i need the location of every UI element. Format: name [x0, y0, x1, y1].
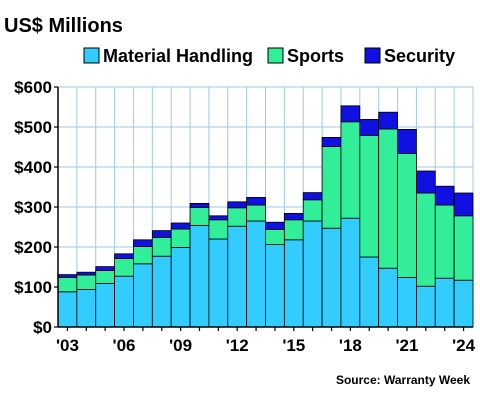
bar-sports-2012 — [227, 207, 248, 227]
x-tick-label: '24 — [452, 336, 475, 355]
bar-material-handling-2004 — [76, 288, 97, 328]
bar-security-2017 — [321, 136, 342, 147]
x-tick-label: '03 — [56, 336, 79, 355]
x-tick-label: '15 — [282, 336, 305, 355]
bar-material-handling-2020 — [378, 267, 398, 328]
legend-swatch-security — [364, 47, 381, 64]
bar-material-handling-2009 — [170, 246, 191, 328]
bar-material-handling-2010 — [189, 224, 210, 328]
y-tick-label: $100 — [14, 278, 52, 297]
bar-material-handling-2012 — [227, 225, 248, 328]
bar-security-2011 — [208, 215, 229, 221]
bar-material-handling-2005 — [95, 282, 115, 328]
bar-security-2009 — [170, 222, 191, 230]
y-axis-ticks: $0 $100 $200 $300 $400 $500 $600 — [14, 78, 58, 337]
y-tick-label: $500 — [14, 118, 52, 137]
bar-security-2019 — [359, 119, 380, 136]
bar-material-handling-2013 — [246, 220, 266, 328]
bar-security-2015 — [283, 212, 304, 221]
bar-sports-2022 — [416, 192, 436, 287]
legend-swatch-material-handling — [83, 47, 100, 64]
bar-sports-2020 — [378, 128, 398, 269]
bar-sports-2011 — [208, 219, 229, 240]
bar-material-handling-2016 — [302, 220, 323, 328]
bar-sports-2006 — [114, 258, 134, 277]
bar-sports-2021 — [397, 152, 417, 278]
bar-sports-2024 — [453, 215, 474, 281]
bar-security-2021 — [397, 128, 417, 154]
bar-security-2020 — [378, 111, 398, 130]
chart-title: US$ Millions — [4, 15, 123, 37]
bar-security-2024 — [453, 192, 474, 217]
bar-security-2014 — [265, 221, 285, 230]
legend: Material Handling Sports Security — [83, 46, 455, 66]
legend-swatch-sports — [267, 47, 284, 64]
y-tick-label: $400 — [14, 158, 52, 177]
bar-security-2023 — [434, 185, 455, 206]
bar-security-2013 — [246, 196, 266, 206]
bar-security-2016 — [302, 192, 323, 201]
bar-material-handling-2024 — [453, 279, 474, 328]
bar-security-2008 — [151, 230, 172, 238]
bar-security-2022 — [416, 170, 436, 194]
bar-sports-2016 — [302, 199, 323, 222]
bar-sports-2008 — [151, 236, 172, 257]
x-tick-label: '18 — [339, 336, 362, 355]
bar-security-2012 — [227, 201, 248, 209]
y-tick-label: $600 — [14, 78, 52, 97]
legend-label-material-handling: Material Handling — [103, 46, 253, 66]
bar-security-2006 — [114, 253, 134, 260]
bar-sports-2019 — [359, 134, 380, 258]
y-tick-label: $300 — [14, 198, 52, 217]
bar-security-2018 — [340, 105, 361, 123]
bar-security-2005 — [95, 266, 115, 272]
bar-sports-2013 — [246, 204, 266, 222]
y-tick-label: $0 — [33, 318, 52, 337]
bar-sports-2014 — [265, 228, 285, 245]
bar-material-handling-2019 — [359, 256, 380, 328]
bar-sports-2004 — [76, 274, 97, 290]
x-tick-label: '21 — [396, 336, 419, 355]
bar-material-handling-2015 — [283, 239, 304, 328]
bar-material-handling-2018 — [340, 217, 361, 328]
legend-label-sports: Sports — [287, 46, 344, 66]
bar-material-handling-2006 — [114, 275, 134, 328]
bar-sports-2007 — [133, 246, 153, 265]
legend-label-security: Security — [384, 46, 455, 66]
bar-sports-2009 — [170, 228, 191, 248]
bar-sports-2017 — [321, 146, 342, 229]
bar-sports-2023 — [434, 204, 455, 279]
bar-sports-2018 — [340, 121, 361, 219]
bar-material-handling-2021 — [397, 276, 417, 328]
bar-material-handling-2007 — [133, 263, 153, 328]
bar-material-handling-2008 — [151, 255, 172, 328]
source-note: Source: Warranty Week — [336, 373, 470, 387]
bar-sports-2015 — [283, 219, 304, 241]
bar-material-handling-2023 — [434, 277, 455, 328]
bar-material-handling-2014 — [265, 244, 285, 328]
bar-material-handling-2022 — [416, 285, 436, 328]
y-tick-label: $200 — [14, 238, 52, 257]
bar-security-2007 — [133, 239, 153, 248]
bar-sports-2003 — [57, 276, 78, 293]
bar-security-2010 — [189, 202, 210, 208]
bar-security-2004 — [76, 271, 97, 276]
bar-sports-2005 — [95, 270, 115, 284]
x-tick-label: '09 — [169, 336, 192, 355]
x-tick-label: '12 — [226, 336, 249, 355]
bar-material-handling-2017 — [321, 227, 342, 328]
bar-sports-2010 — [189, 206, 210, 226]
bar-security-2003 — [57, 274, 78, 278]
bar-material-handling-2011 — [208, 238, 229, 328]
x-axis-ticks: '03 '06 '09 '12 '15 '18 '21 '24 — [56, 327, 476, 355]
x-tick-label: '06 — [113, 336, 136, 355]
bar-material-handling-2003 — [57, 291, 78, 328]
